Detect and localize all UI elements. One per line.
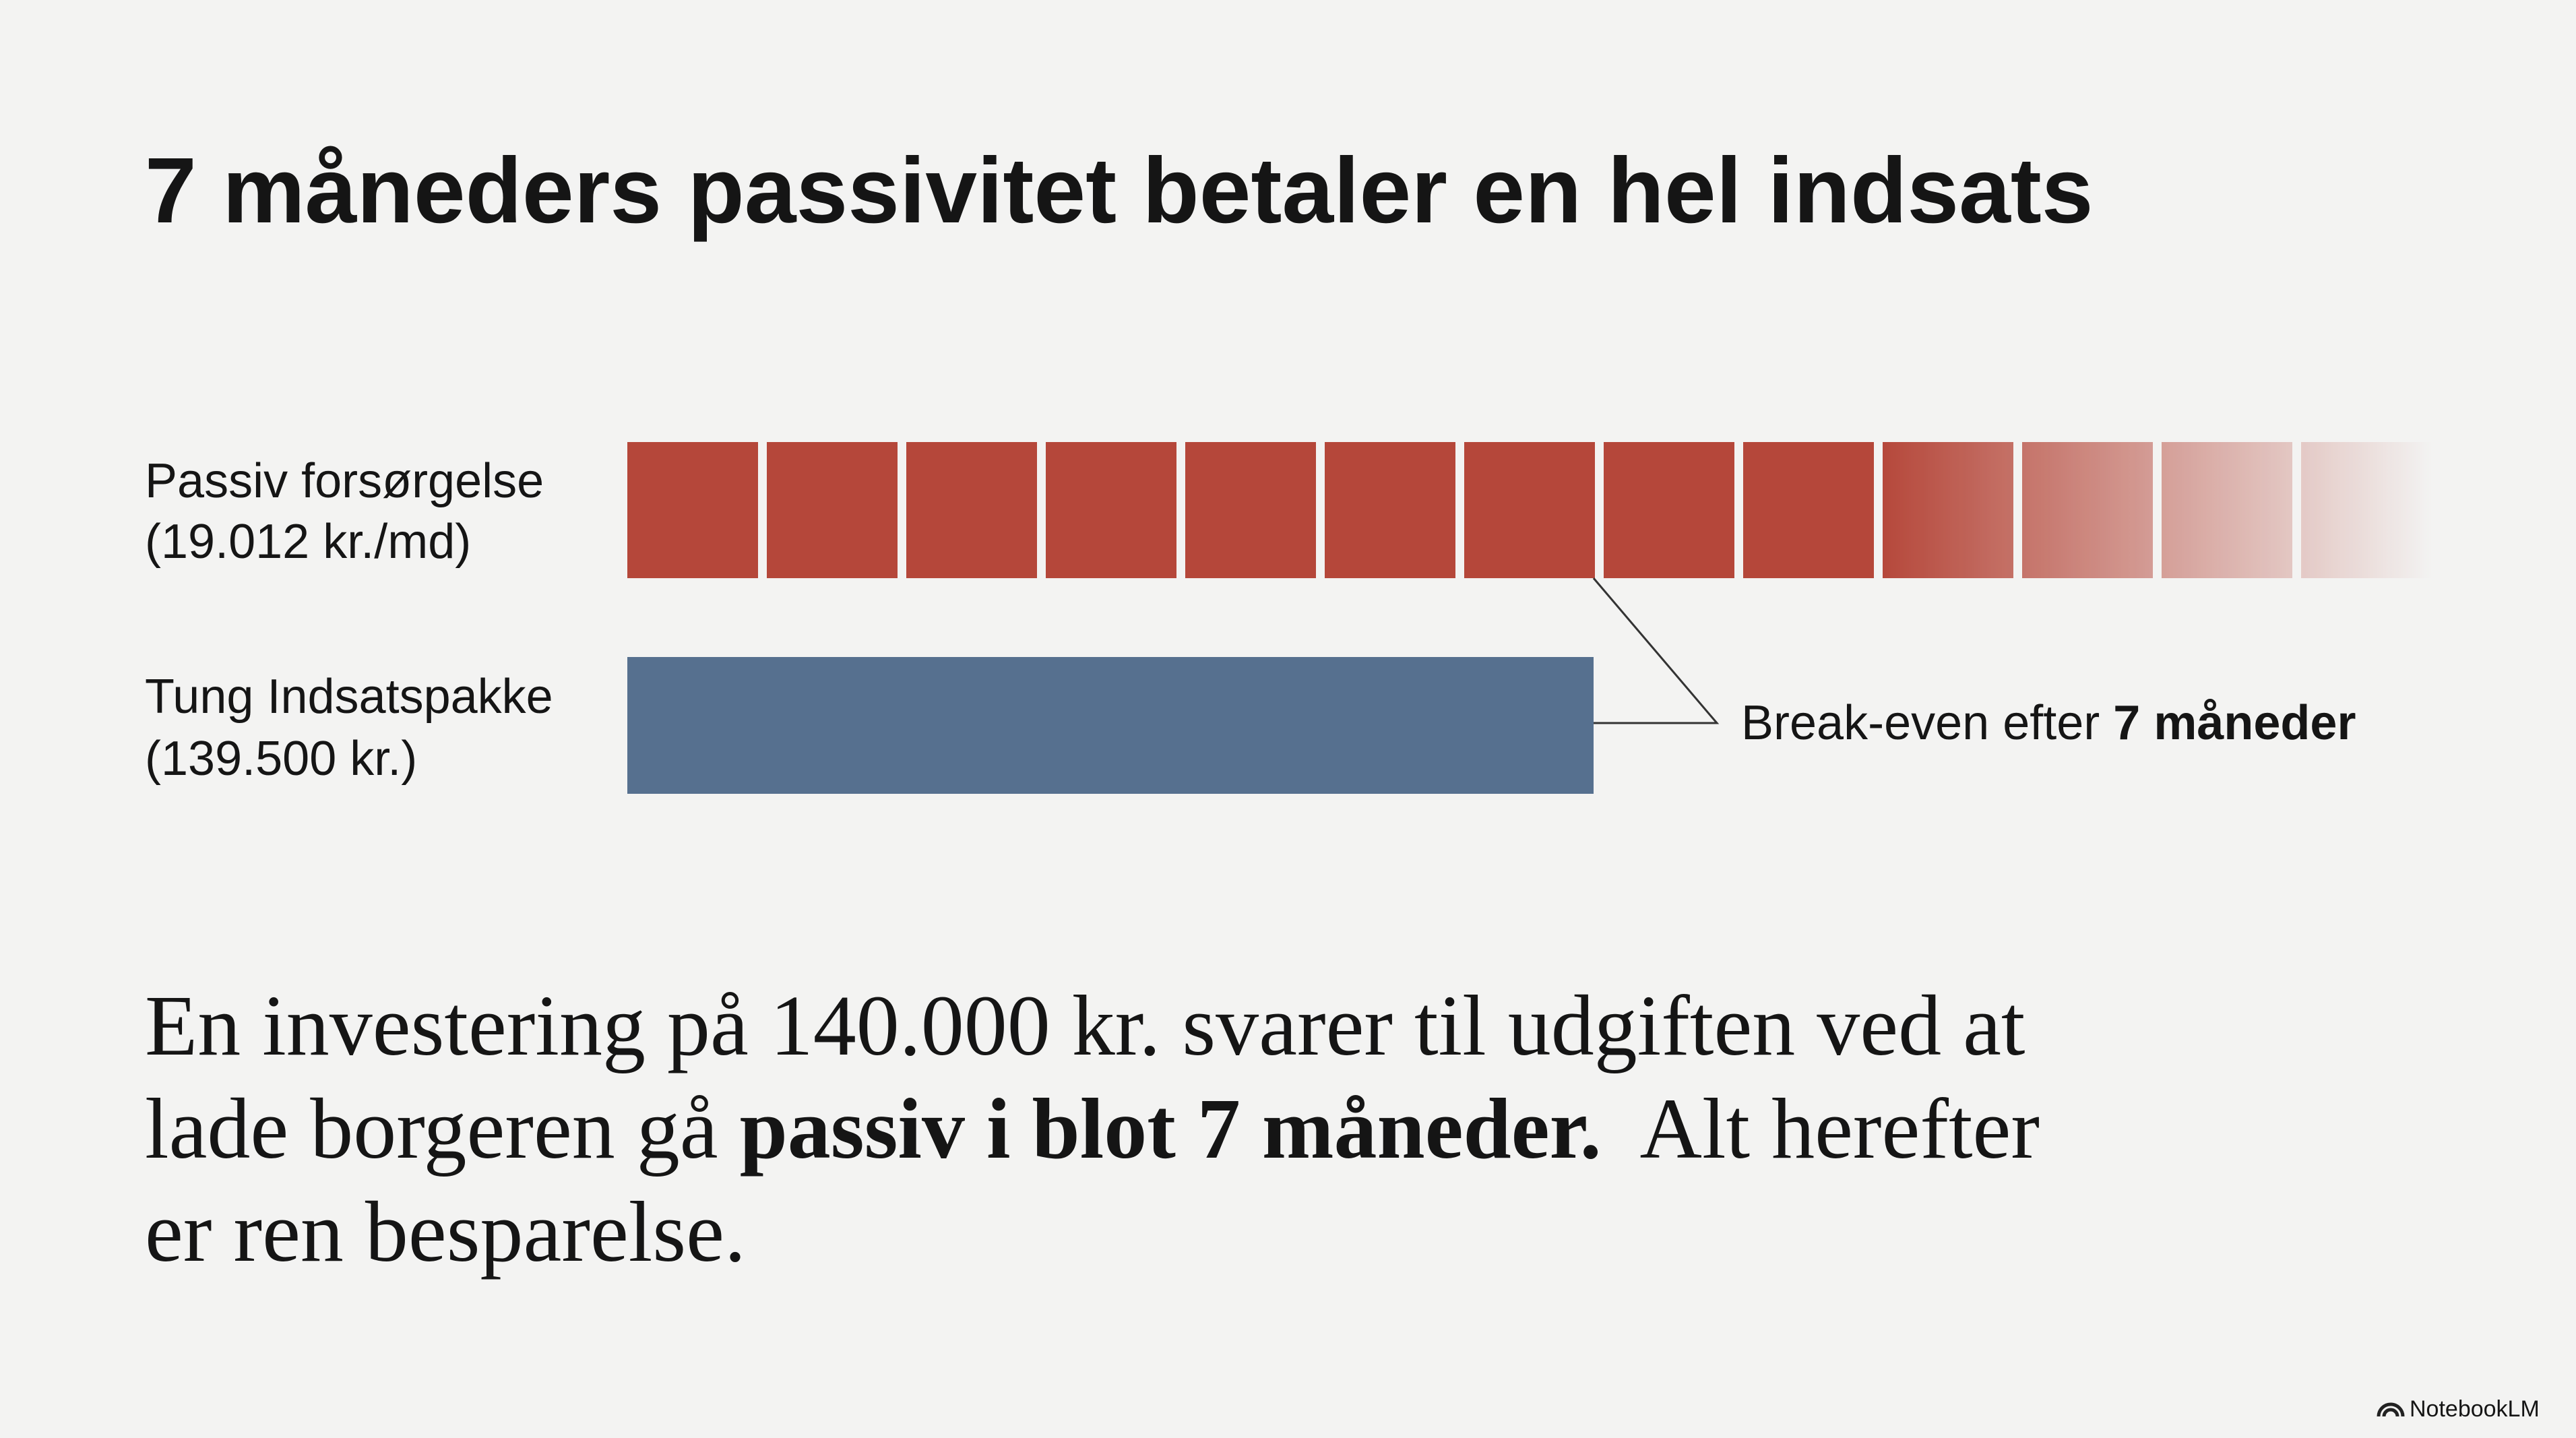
month-square — [2022, 442, 2153, 578]
month-square — [906, 442, 1037, 578]
row-sublabel: (19.012 kr./md) — [145, 515, 471, 569]
month-square — [1185, 442, 1316, 578]
body-text: Alt herefter — [1602, 1081, 2040, 1177]
month-square — [627, 442, 758, 578]
body-emphasis: passiv i blot 7 måneder. — [740, 1081, 1602, 1177]
footer-logo: NotebookLM — [2377, 1396, 2540, 1422]
month-square — [1325, 442, 1455, 578]
body-line: lade borgeren gå passiv i blot 7 måneder… — [145, 1081, 2040, 1177]
logo-icon — [2377, 1402, 2405, 1417]
body-line: er ren besparelse. — [145, 1184, 746, 1280]
month-square — [2162, 442, 2292, 578]
month-square — [2301, 442, 2432, 578]
row-sublabel: (139.500 kr.) — [145, 732, 417, 786]
body-text: lade borgeren gå — [145, 1081, 740, 1177]
month-squares — [627, 442, 2432, 578]
annotation-emphasis: 7 måneder — [2113, 696, 2356, 750]
month-square — [1604, 442, 1734, 578]
month-square — [767, 442, 898, 578]
month-square — [1046, 442, 1176, 578]
leader-line — [1592, 577, 1720, 724]
body-line: En investering på 140.000 kr. svarer til… — [145, 978, 2025, 1073]
row-label: Tung Indsatspakke — [145, 670, 553, 724]
investment-bar — [627, 657, 1594, 794]
annotation: Break-even efter 7 måneder — [1741, 696, 2356, 750]
annotation-text: Break-even efter — [1741, 696, 2113, 750]
row-label: Passiv forsørgelse — [145, 454, 544, 508]
month-square — [1883, 442, 2013, 578]
month-square — [1464, 442, 1595, 578]
footer-brand: NotebookLM — [2410, 1396, 2540, 1422]
month-square — [1743, 442, 1874, 578]
title: 7 måneders passivitet betaler en hel ind… — [145, 139, 2094, 243]
